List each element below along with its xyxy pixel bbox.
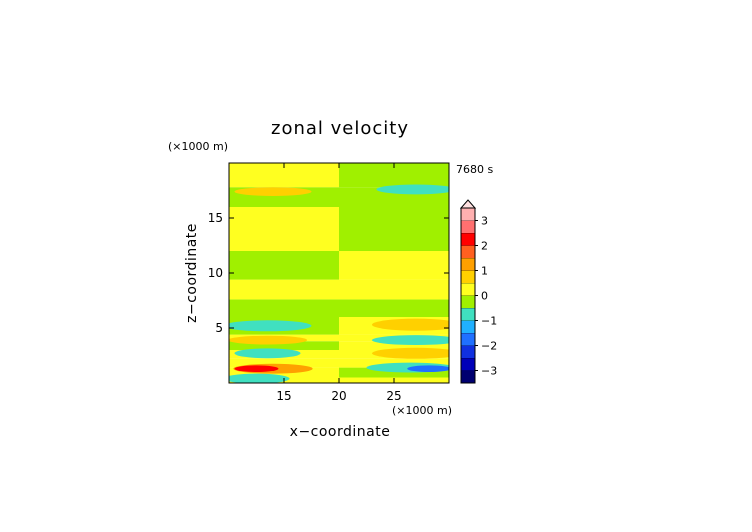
x-axis-label: x−coordinate — [290, 424, 391, 440]
colorbar-tick-label: −2 — [481, 340, 497, 353]
field-anomaly — [372, 347, 449, 359]
colorbar-tick-label: 3 — [481, 215, 488, 228]
chart-title: zonal velocity — [271, 118, 409, 139]
field-band-left — [229, 358, 339, 368]
x-axis-ticks: 15 20 25 — [276, 163, 402, 403]
colorbar-tick-label: −1 — [481, 315, 497, 328]
y-axis-ticks: 5 10 15 — [208, 211, 449, 335]
colorbar-swatch — [461, 258, 475, 271]
y-axis-label: z−coordinate — [184, 223, 200, 323]
field-anomaly — [372, 318, 449, 331]
field-anomaly — [229, 320, 312, 332]
y-tick-label: 15 — [208, 211, 223, 225]
colorbar-swatch — [461, 345, 475, 358]
field-anomaly — [234, 187, 312, 197]
field-band-left — [229, 341, 339, 350]
field-band-right — [339, 207, 449, 251]
field-band-right — [339, 367, 449, 378]
field-band-right — [339, 279, 449, 300]
colorbar-swatch — [461, 370, 475, 383]
field-band-left — [229, 299, 339, 317]
field-band-right — [339, 341, 449, 350]
field-band-right — [339, 299, 449, 317]
y-tick-label: 10 — [208, 266, 223, 280]
field-band-right — [339, 251, 449, 280]
colorbar-swatch — [461, 358, 475, 371]
colorbar: −3 −2 −1 0 1 2 3 — [459, 199, 497, 384]
colorbar-swatch — [461, 220, 475, 233]
colorbar-tick-label: 0 — [481, 290, 488, 303]
colorbar-swatch — [461, 308, 475, 321]
y-tick-label: 5 — [215, 321, 223, 335]
y-units-label: (×1000 m) — [168, 140, 228, 153]
field-anomaly — [234, 348, 301, 359]
time-label: 7680 s — [456, 163, 493, 176]
colorbar-swatch — [461, 270, 475, 283]
colorbar-tick-label: 2 — [481, 240, 488, 253]
colorbar-swatch — [461, 283, 475, 296]
field-anomaly — [407, 365, 449, 372]
x-tick-label: 20 — [331, 389, 346, 403]
field-band-left — [229, 207, 339, 251]
field-anomaly — [372, 335, 449, 346]
field-anomaly — [376, 184, 449, 195]
colorbar-swatch — [461, 245, 475, 258]
field-anomaly — [229, 373, 290, 383]
colorbar-swatch — [461, 208, 475, 221]
plot-field — [229, 163, 449, 383]
colorbar-tick-label: 1 — [481, 265, 488, 278]
colorbar-swatch — [461, 233, 475, 246]
colorbar-swatch — [461, 320, 475, 333]
colorbar-swatch — [461, 295, 475, 308]
colorbar-extend-arrow — [459, 199, 477, 209]
x-tick-label: 25 — [386, 389, 401, 403]
x-units-label: (×1000 m) — [392, 404, 452, 417]
field-anomaly — [234, 365, 279, 373]
field-band-left — [229, 251, 339, 280]
x-tick-label: 15 — [276, 389, 291, 403]
colorbar-tick-label: −3 — [481, 365, 497, 378]
field-anomaly — [229, 335, 308, 345]
colorbar-swatch — [461, 333, 475, 346]
field-band-left — [229, 279, 339, 300]
